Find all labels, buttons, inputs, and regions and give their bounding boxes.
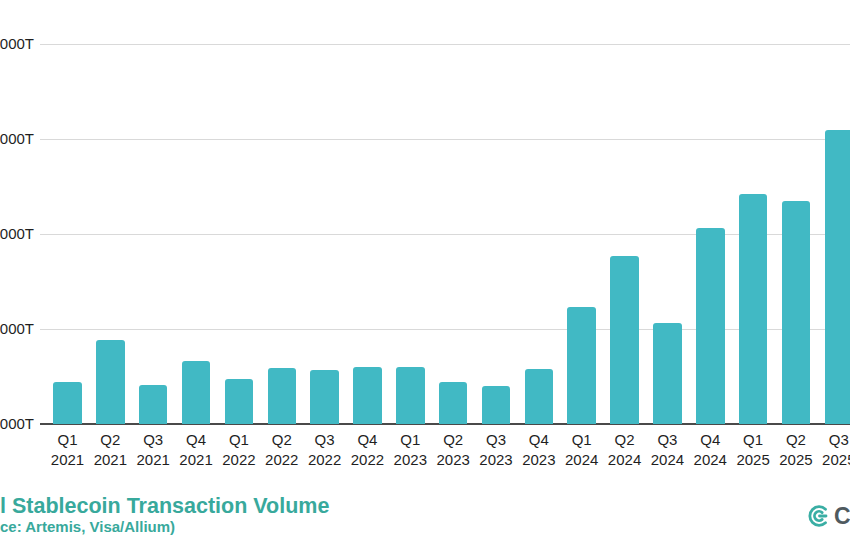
bar-q4-2021: [182, 361, 211, 424]
gridline: [40, 329, 850, 330]
brand-logo-text: CR: [834, 503, 850, 530]
bar-q1-2021: [53, 382, 82, 424]
bar-q1-2024: [567, 307, 596, 424]
bar-q2-2022: [268, 368, 297, 424]
bar-q2-2024: [610, 256, 639, 424]
chart-title: l Stablecoin Transaction Volume: [0, 494, 329, 519]
x-axis-tick-label: Q32025: [808, 430, 850, 470]
bar-q1-2025: [739, 194, 768, 424]
bar-q1-2023: [396, 367, 425, 424]
bar-q3-2023: [482, 386, 511, 424]
chart-source: ce: Artemis, Visa/Allium): [0, 518, 175, 535]
bar-q2-2025: [782, 201, 811, 424]
y-axis-tick-label: 000T: [0, 319, 34, 339]
bar-q2-2023: [439, 382, 468, 424]
bar-q3-2022: [310, 370, 339, 424]
bar-q3-2021: [139, 385, 168, 424]
y-axis-tick-label: 000T: [0, 414, 34, 434]
bar-q3-2025: [825, 130, 850, 424]
gridline: [40, 139, 850, 140]
bar-q1-2022: [225, 379, 254, 424]
bar-q4-2022: [353, 367, 382, 424]
stablecoin-volume-chart: 000T000T000T000T000TQ12021Q22021Q32021Q4…: [0, 0, 850, 541]
brand-logo: CR: [804, 502, 850, 532]
y-axis-tick-label: 000T: [0, 34, 34, 54]
bar-q3-2024: [653, 323, 682, 424]
y-axis-tick-label: 000T: [0, 224, 34, 244]
y-axis-tick-label: 000T: [0, 129, 34, 149]
gridline: [40, 234, 850, 235]
x-tick-year: 2025: [808, 450, 850, 470]
x-tick-quarter: Q3: [808, 430, 850, 450]
bar-q2-2021: [96, 340, 125, 424]
bar-q4-2024: [696, 228, 725, 424]
gridline: [40, 44, 850, 45]
bar-q4-2023: [525, 369, 554, 424]
